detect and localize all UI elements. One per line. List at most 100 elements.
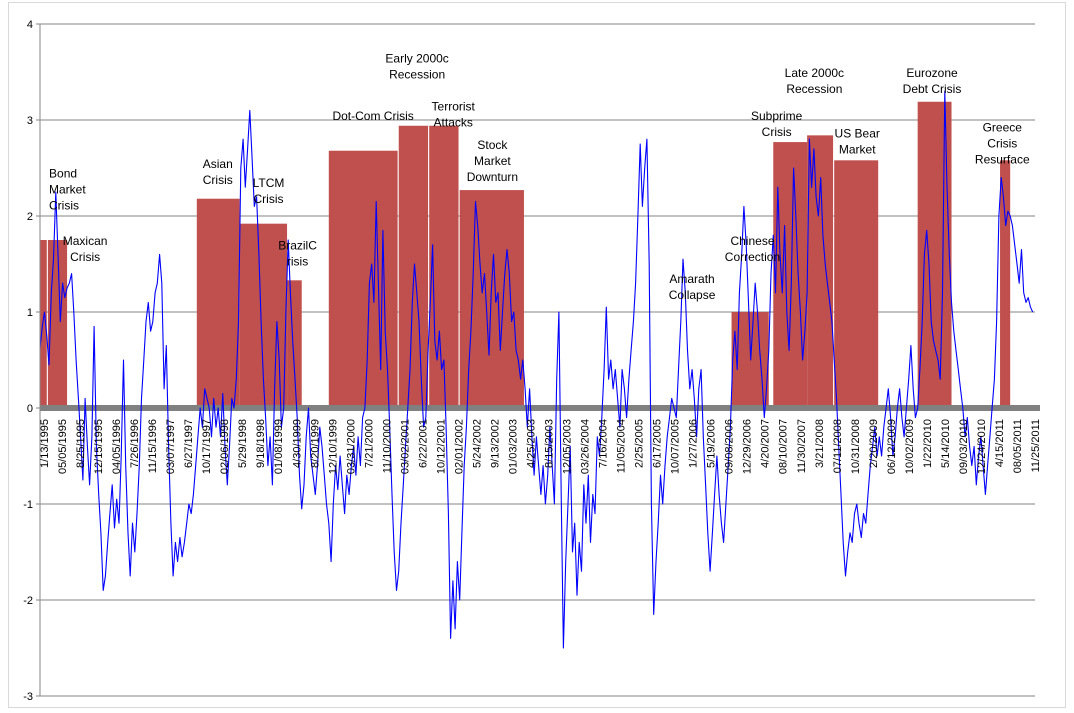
y-tick-label: 4	[27, 19, 33, 31]
x-tick-label: 5/19/2006	[706, 419, 718, 468]
x-tick-label: 2/25/2005	[634, 419, 646, 468]
x-tick-label: 11/30/2007	[796, 419, 808, 473]
annotation-line: Crisis	[762, 125, 792, 139]
x-tick-label: 11/25/2011	[1030, 419, 1042, 472]
y-tick-label: -3	[23, 691, 33, 703]
crisis-annotation: Terrorist Attacks	[432, 99, 476, 129]
annotation-line: Downturn	[467, 170, 518, 184]
crisis-annotation: Maxican Crisis	[63, 234, 108, 264]
x-tick-label: 12/29/2006	[742, 419, 754, 474]
x-tick-label: 1/27/2006	[688, 419, 700, 468]
x-tick-label: 4/15/2011	[994, 419, 1006, 467]
crisis-annotation: Bond Market Crisis	[49, 167, 86, 213]
crisis-annotation: Asian Crisis	[203, 157, 233, 187]
x-tick-label: 11/05/2004	[616, 419, 628, 473]
x-tick-label: 11/15/1996	[147, 419, 159, 473]
x-tick-label: 1/13/1995	[39, 419, 51, 468]
x-tick-label: 03/26/2004	[580, 419, 592, 474]
x-tick-label: 06/12/2009	[886, 419, 898, 474]
crisis-bar	[328, 150, 398, 408]
annotation-line: Crisis	[987, 137, 1017, 151]
index-series-line	[39, 90, 1034, 649]
annotation-line: Crisis	[70, 250, 100, 264]
x-tick-label: 6/27/1997	[183, 419, 195, 468]
annotation-line: Crisis	[49, 199, 79, 213]
x-tick-label: 01/08/1999	[273, 419, 285, 474]
y-tick-label: 1	[27, 307, 33, 319]
crisis-annotation: Eurozone Debt Crisis	[903, 66, 962, 96]
x-tick-label: 10/12/2001	[435, 419, 447, 474]
annotation-line: Collapse	[669, 288, 716, 302]
crisis-bar	[40, 240, 47, 408]
crisis-bar	[834, 160, 879, 408]
x-tick-label: 07/11/2008	[832, 419, 844, 473]
annotation-line: Early 2000c	[385, 51, 448, 65]
annotation-line: Debt Crisis	[903, 82, 962, 96]
x-tick-label: 12/24/2010	[976, 419, 988, 474]
annotation-line: Stock	[477, 138, 508, 152]
x-tick-label: 09/08/2006	[724, 419, 736, 474]
x-tick-label: 03/31/2000	[345, 419, 357, 474]
annotation-line: Late 2000c	[785, 66, 844, 80]
x-tick-label: 9/18/1998	[255, 419, 267, 468]
x-tick-label: 6/17/2005	[652, 419, 664, 468]
x-tick-label: 4/30/1999	[291, 419, 303, 468]
x-tick-label: 03/07/1997	[165, 419, 177, 474]
x-tick-label: 7/26/1996	[129, 419, 141, 468]
annotation-line: Resurface	[975, 153, 1030, 167]
annotation-line: Terrorist	[432, 99, 476, 113]
annotation-line: Maxican	[63, 234, 108, 248]
x-tick-label: 8/25/1995	[75, 419, 87, 468]
x-tick-label: 10/07/2005	[670, 419, 682, 474]
x-tick-label: 03/02/2001	[399, 419, 411, 474]
axis-layer: -3 -2 -1 0 1 2 3 4	[23, 19, 41, 703]
x-tick-label: 4/20/2007	[760, 419, 772, 468]
crisis-bar	[398, 125, 429, 408]
annotation-line: Amarath	[669, 272, 714, 286]
x-tick-label: 8/15/2003	[544, 419, 556, 468]
grid-layer	[40, 23, 1035, 697]
crisis-annotation: Amarath Collapse	[669, 272, 716, 302]
x-tick-label: 6/22/2001	[417, 419, 429, 468]
crisis-annotation: LTCM Crisis	[253, 176, 285, 206]
annotation-line: Greece	[983, 121, 1023, 135]
x-tick-label: 7/16/2004	[598, 419, 610, 468]
crisis-annotation: BrazilC risis	[278, 239, 317, 269]
annotation-line: Market	[839, 142, 876, 156]
crisis-annotation: Early 2000c Recession	[385, 51, 448, 81]
crisis-annotation: Chinese Correction	[725, 234, 780, 264]
y-tick-label: -1	[23, 499, 33, 511]
annotation-layer: Bond Market Crisis Maxican Crisis Asian Crisis…	[49, 51, 1030, 302]
x-tick-label: 12/05/2003	[562, 419, 574, 474]
zero-axis-line	[40, 405, 1040, 411]
x-tick-label: 01/03/2003	[507, 419, 519, 474]
x-tick-label: 10/31/2008	[850, 419, 862, 474]
crisis-chart: -3 -2 -1 0 1 2 3 4 1/13/1995 05/05/1995 8/25/1995…	[23, 19, 1042, 703]
x-tick-label: 10/17/1997	[201, 419, 213, 474]
x-tick-label: 04/05/1996	[111, 419, 123, 474]
x-tick-label: 5/29/1998	[237, 419, 249, 468]
annotation-line: risis	[287, 255, 308, 269]
x-tick-layer: 1/13/1995 05/05/1995 8/25/1995 12/15/1995 04…	[39, 419, 1042, 474]
x-tick-label: 1/22/2010	[922, 419, 934, 468]
crisis-annotation: Late 2000c Recession	[785, 66, 844, 96]
annotation-line: Crisis	[203, 173, 233, 187]
x-tick-label: 02/06/1998	[219, 419, 231, 474]
crisis-bar	[287, 280, 302, 408]
x-tick-label: 5/24/2002	[471, 419, 483, 468]
x-tick-label: 7/21/2000	[363, 419, 375, 468]
annotation-line: Asian	[203, 157, 233, 171]
y-tick-label: 3	[27, 115, 33, 127]
annotation-line: Recession	[389, 67, 445, 81]
crisis-annotation: Subprime Crisis	[751, 109, 803, 139]
crisis-annotation: Stock Market Downturn	[467, 138, 518, 184]
zero-layer	[40, 405, 1040, 411]
chart-frame: -3 -2 -1 0 1 2 3 4 1/13/1995 05/05/1995 8/25/1995…	[8, 2, 1066, 708]
annotation-line: BrazilC	[278, 239, 317, 253]
y-tick-label: -2	[23, 595, 33, 607]
x-tick-label: 12/15/1995	[93, 419, 105, 474]
x-tick-label: 08/10/2007	[778, 419, 790, 474]
x-tick-label: 11/10/2000	[381, 419, 393, 473]
crisis-bar	[1000, 160, 1011, 408]
annotation-line: Recession	[786, 82, 842, 96]
